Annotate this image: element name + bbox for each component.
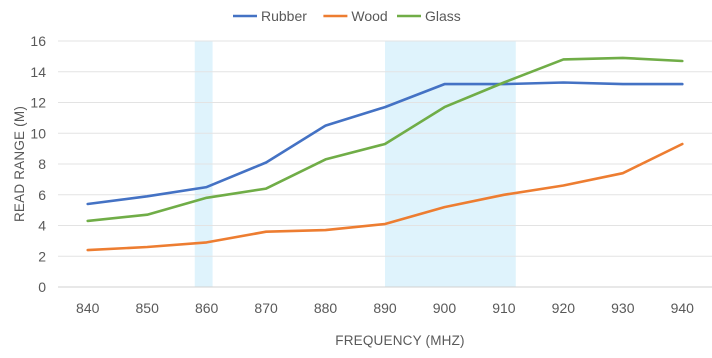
y-axis-ticks: 0 2 4 6 8 10 12 14 16 bbox=[30, 33, 46, 295]
y-tick-label: 0 bbox=[38, 279, 46, 295]
y-tick-label: 16 bbox=[30, 33, 46, 49]
legend-label: Rubber bbox=[261, 8, 307, 24]
gridlines bbox=[58, 40, 712, 288]
legend-item-wood: Wood bbox=[323, 8, 388, 24]
x-axis-title: FREQUENCY (MHZ) bbox=[335, 333, 465, 348]
x-tick-label: 890 bbox=[373, 300, 397, 316]
y-tick-label: 10 bbox=[30, 125, 46, 141]
y-tick-label: 2 bbox=[38, 248, 46, 264]
x-tick-label: 870 bbox=[254, 300, 278, 316]
legend: Rubber Wood Glass bbox=[233, 8, 461, 24]
x-tick-label: 910 bbox=[492, 300, 516, 316]
y-tick-label: 14 bbox=[30, 64, 46, 80]
y-tick-label: 8 bbox=[38, 156, 46, 172]
y-tick-label: 12 bbox=[30, 95, 46, 111]
x-tick-label: 920 bbox=[552, 300, 576, 316]
series-lines bbox=[86, 56, 684, 252]
x-tick-label: 860 bbox=[195, 300, 219, 316]
series-line-glass bbox=[86, 56, 684, 223]
x-tick-label: 850 bbox=[136, 300, 160, 316]
x-tick-label: 930 bbox=[611, 300, 635, 316]
x-tick-label: 840 bbox=[76, 300, 100, 316]
legend-label: Glass bbox=[425, 8, 461, 24]
legend-label: Wood bbox=[351, 8, 387, 24]
series-line-wood bbox=[86, 142, 684, 252]
y-axis-title: READ RANGE (M) bbox=[12, 106, 27, 222]
x-tick-label: 940 bbox=[671, 300, 695, 316]
y-tick-label: 6 bbox=[38, 187, 46, 203]
series-line-rubber bbox=[86, 81, 684, 206]
x-axis-ticks: 840 850 860 870 880 890 900 910 920 930 940 bbox=[76, 300, 694, 316]
legend-item-glass: Glass bbox=[397, 8, 461, 24]
legend-item-rubber: Rubber bbox=[233, 8, 307, 24]
x-tick-label: 880 bbox=[314, 300, 338, 316]
x-tick-label: 900 bbox=[433, 300, 457, 316]
y-tick-label: 4 bbox=[38, 218, 46, 234]
